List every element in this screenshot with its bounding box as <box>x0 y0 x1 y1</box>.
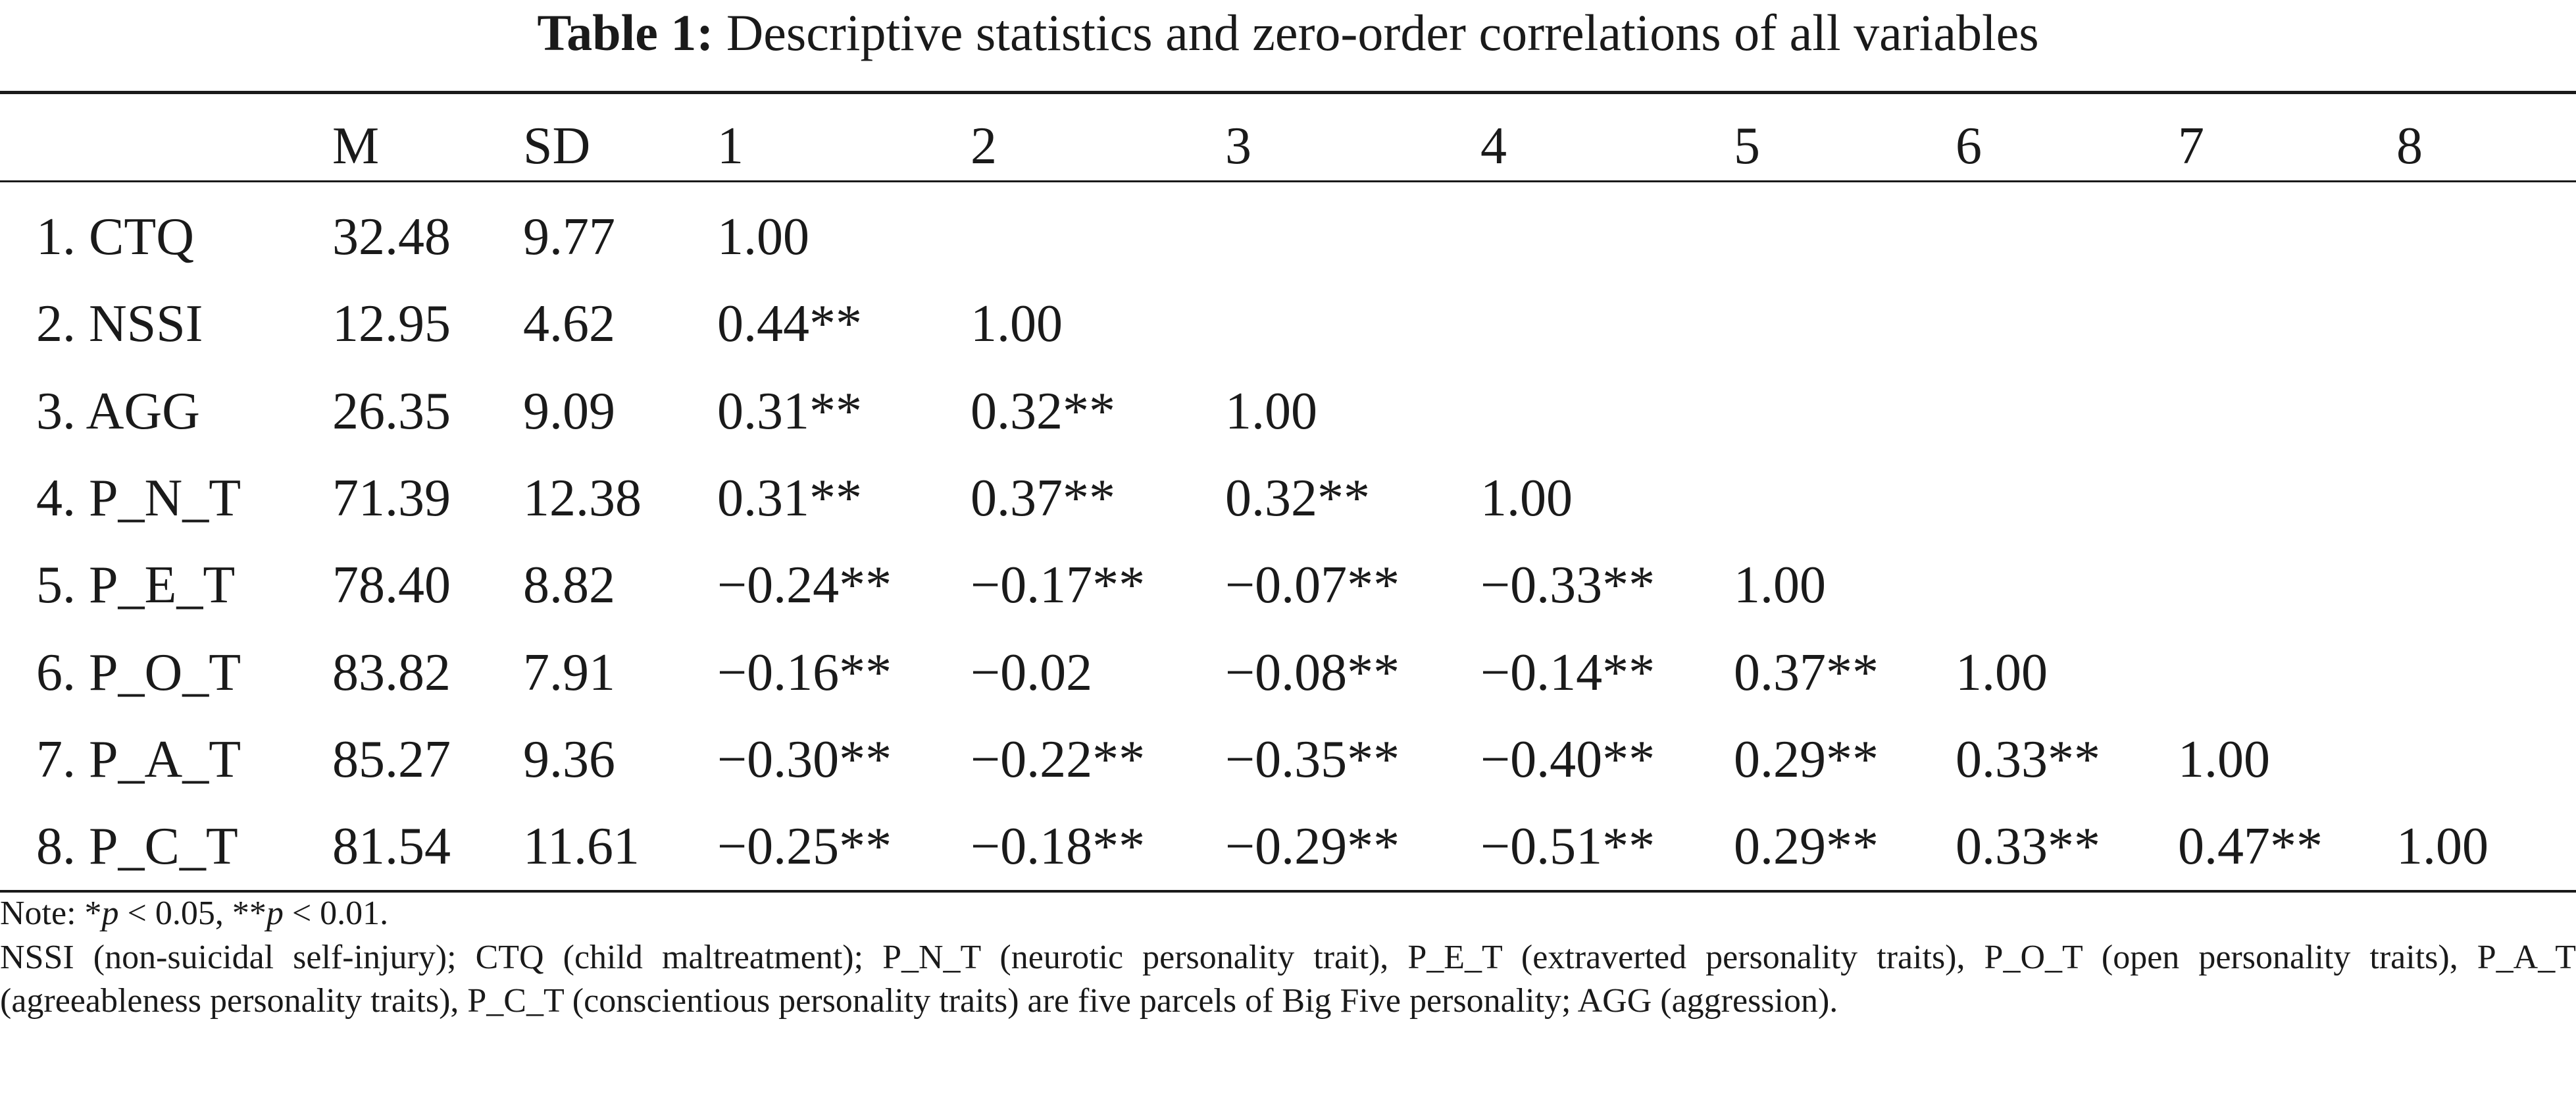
table-title: Table 1: Descriptive statistics and zero… <box>0 0 2576 66</box>
table-cell: 78.40 <box>332 556 451 614</box>
note-significance: Note: *p < 0.05, **p < 0.01. <box>0 892 2576 935</box>
row-label: 2. NSSI <box>36 295 203 353</box>
table-cell: −0.40** <box>1480 731 1655 789</box>
table-cell: 83.82 <box>332 644 451 702</box>
table-cell: 8.82 <box>523 556 615 614</box>
table-cell: 1.00 <box>971 295 1063 353</box>
table-cell: 1.00 <box>2396 818 2488 875</box>
table-cell: −0.18** <box>971 818 1146 875</box>
note-prefix: Note: * <box>0 895 102 932</box>
column-header: 5 <box>1734 117 1760 175</box>
table-cell: 1.00 <box>1480 469 1573 527</box>
table-cell: 71.39 <box>332 469 451 527</box>
table-cell: −0.30** <box>717 731 892 789</box>
note-mid: < 0.05, ** <box>118 895 266 932</box>
table-cell: −0.14** <box>1480 644 1655 702</box>
row-label: 7. P_A_T <box>36 731 241 789</box>
table-cell: 11.61 <box>523 818 640 875</box>
bottom-rule <box>0 890 2576 893</box>
table-cell: 9.09 <box>523 382 615 440</box>
table-cell: 0.32** <box>1225 469 1370 527</box>
table-cell: 0.47** <box>2178 818 2323 875</box>
table-cell: 1.00 <box>1734 556 1826 614</box>
table-cell: 26.35 <box>332 382 451 440</box>
note-abbreviations: NSSI (non-suicidal self-injury); CTQ (ch… <box>0 939 2576 1020</box>
table-cell: −0.51** <box>1480 818 1655 875</box>
table-cell: 12.38 <box>523 469 642 527</box>
note-p1: p <box>101 895 119 932</box>
note-p2: p <box>266 895 284 932</box>
note-suffix: < 0.01. <box>283 895 389 932</box>
column-header: 6 <box>1956 117 1982 175</box>
table-cell: 0.33** <box>1956 731 2100 789</box>
table-cell: −0.24** <box>717 556 892 614</box>
column-header: 1 <box>717 117 744 175</box>
table-cell: −0.25** <box>717 818 892 875</box>
column-header: 4 <box>1480 117 1507 175</box>
column-header: 2 <box>971 117 997 175</box>
table-cell: 9.77 <box>523 208 615 266</box>
column-header: 8 <box>2396 117 2423 175</box>
header-rule <box>0 180 2576 182</box>
row-label: 5. P_E_T <box>36 556 236 614</box>
table-cell: 85.27 <box>332 731 451 789</box>
table-cell: −0.22** <box>971 731 1146 789</box>
row-label: 8. P_C_T <box>36 818 238 875</box>
table-cell: 0.44** <box>717 295 862 353</box>
row-label: 4. P_N_T <box>36 469 241 527</box>
table-cell: 9.36 <box>523 731 615 789</box>
table-cell: 4.62 <box>523 295 615 353</box>
table-cell: 0.29** <box>1734 731 1879 789</box>
table-cell: 1.00 <box>1225 382 1317 440</box>
table-cell: −0.33** <box>1480 556 1655 614</box>
table-cell: 0.31** <box>717 382 862 440</box>
table-cell: −0.16** <box>717 644 892 702</box>
table-cell: −0.08** <box>1225 644 1400 702</box>
row-label: 6. P_O_T <box>36 644 241 702</box>
table-cell: 0.37** <box>1734 644 1879 702</box>
column-header: SD <box>523 117 591 175</box>
row-label: 1. CTQ <box>36 208 194 266</box>
table-cell: 1.00 <box>717 208 809 266</box>
table-cell: −0.35** <box>1225 731 1400 789</box>
table-cell: 1.00 <box>1956 644 2048 702</box>
table-cell: 0.32** <box>971 382 1115 440</box>
table-title-text: Descriptive statistics and zero-order co… <box>726 4 2039 61</box>
table-cell: −0.07** <box>1225 556 1400 614</box>
table-cell: 81.54 <box>332 818 451 875</box>
row-label: 3. AGG <box>36 382 200 440</box>
table-cell: 0.31** <box>717 469 862 527</box>
table-cell: 0.29** <box>1734 818 1879 875</box>
column-header: 3 <box>1225 117 1251 175</box>
table-title-label: Table 1: <box>537 4 714 61</box>
table-cell: 32.48 <box>332 208 451 266</box>
table-cell: −0.02 <box>971 644 1093 702</box>
column-header: M <box>332 117 380 175</box>
column-header: 7 <box>2178 117 2204 175</box>
table-cell: 12.95 <box>332 295 451 353</box>
table-cell: −0.17** <box>971 556 1146 614</box>
table-cell: 1.00 <box>2178 731 2270 789</box>
table-cell: 7.91 <box>523 644 615 702</box>
table-cell: 0.33** <box>1956 818 2100 875</box>
top-rule <box>0 91 2576 94</box>
table-cell: 0.37** <box>971 469 1115 527</box>
table-cell: −0.29** <box>1225 818 1400 875</box>
